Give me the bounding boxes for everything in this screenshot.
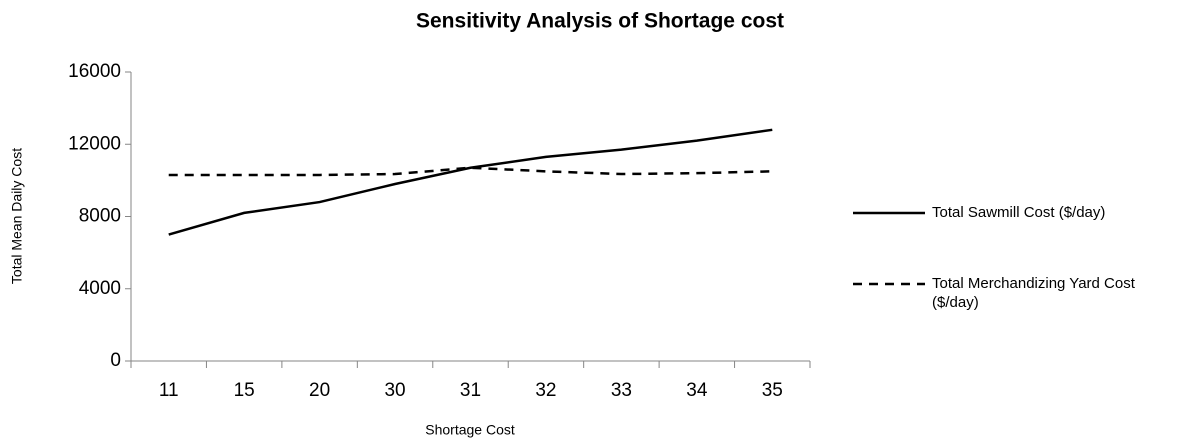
y-axis-label: Total Mean Daily Cost [9, 148, 25, 284]
legend-label: Total Merchandizing Yard Cost ($/day) [932, 275, 1135, 311]
x-tick-label: 35 [762, 380, 783, 401]
y-tick-label: 16000 [68, 61, 121, 82]
y-tick-label: 12000 [68, 133, 121, 154]
line-series [168, 128, 773, 236]
chart-title: Sensitivity Analysis of Shortage cost [416, 10, 784, 33]
y-tick-label: 8000 [79, 206, 121, 227]
line-series [168, 166, 773, 177]
x-tick-label: 11 [159, 380, 179, 401]
y-tick-label: 4000 [79, 278, 121, 299]
x-tick-label: 15 [234, 380, 255, 401]
x-axis-label: Shortage Cost [425, 422, 515, 438]
legend-label: Total Sawmill Cost ($/day) [932, 204, 1106, 221]
x-tick-label: 20 [309, 380, 330, 401]
x-tick-label: 34 [686, 380, 708, 401]
x-tick-label: 32 [535, 380, 556, 401]
x-tick-label: 33 [611, 380, 632, 401]
x-tick-label: 31 [460, 380, 481, 401]
y-tick-label: 0 [110, 350, 121, 371]
x-tick-label: 30 [384, 380, 405, 401]
